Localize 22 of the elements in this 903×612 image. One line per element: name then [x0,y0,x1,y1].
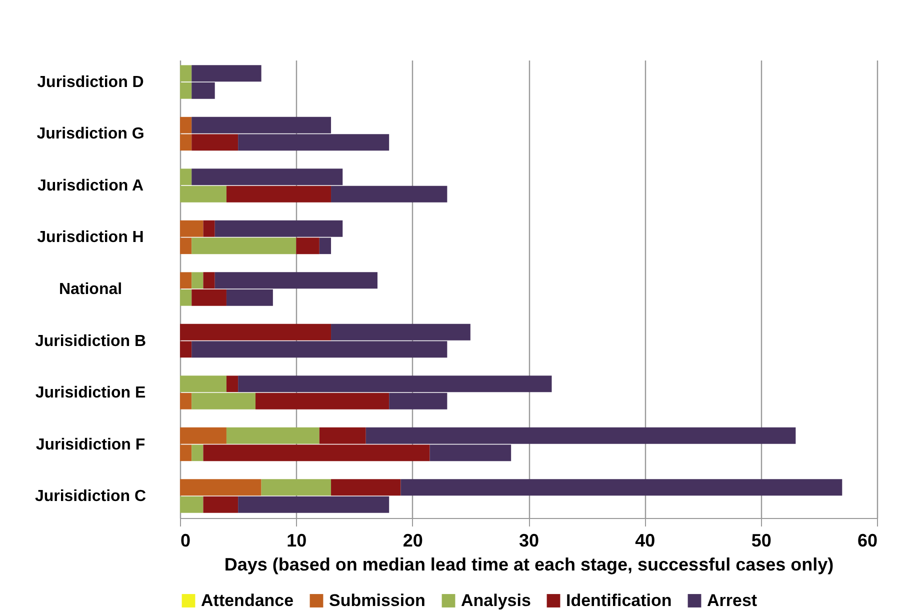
x-axis-title: Days (based on median lead time at each stage, successful cases only) [224,554,834,574]
y-tick-label: Jurisdiction A [37,177,144,194]
x-tick-label: 30 [518,530,540,550]
y-tick-label: Jurisdiction G [36,126,144,143]
x-tick-label: 60 [857,530,878,550]
legend-label: Identification [566,590,672,610]
legend-label: Attendance [201,590,294,610]
y-tick-label: Jurisdiction D [37,74,144,91]
y-tick-label: National [58,281,122,298]
legend-label: Submission [329,590,426,610]
x-tick-label: 50 [751,530,772,550]
legend-label: Analysis [461,590,531,610]
x-tick-label: 20 [402,530,423,550]
legend-label: Arrest [707,590,758,610]
y-tick-label: Jurisidiction E [35,384,146,402]
y-tick-label: Jurisidiction B [34,332,146,350]
x-tick-label: 0 [180,530,191,550]
y-tick-label: Jurisdiction H [37,229,144,246]
y-tick-label: Jurisidiction C [34,488,147,506]
x-tick-label: 40 [635,530,656,550]
y-tick-label: Jurisidiction F [36,436,146,454]
x-tick-label: 10 [286,530,307,550]
